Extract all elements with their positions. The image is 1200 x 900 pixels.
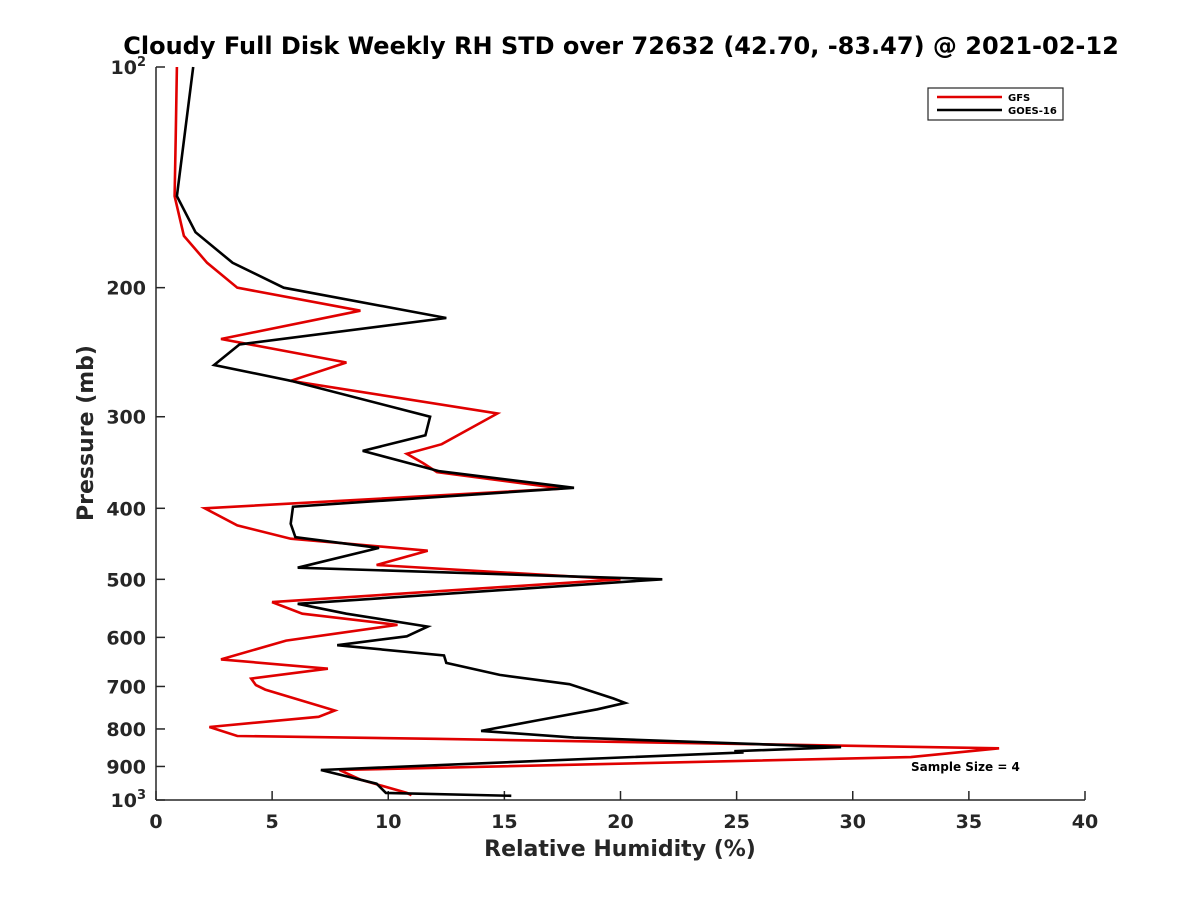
x-tick-label: 0 <box>149 811 162 833</box>
y-axis-label: Pressure (mb) <box>74 345 99 521</box>
legend: GFS GOES-16 <box>927 87 1064 121</box>
sample-size-annotation: Sample Size = 4 <box>911 760 1020 774</box>
legend-label-gfs: GFS <box>1008 93 1030 104</box>
plot-area <box>155 67 1085 801</box>
x-tick-label: 30 <box>840 811 866 833</box>
y-tick-label: 103 <box>111 788 147 812</box>
x-tick-label: 15 <box>491 811 517 833</box>
y-tick-label: 300 <box>106 407 146 429</box>
x-tick-label: 10 <box>375 811 401 833</box>
series-layer <box>173 66 1000 798</box>
series-line-goes16 <box>175 66 842 798</box>
x-axis-label: Relative Humidity (%) <box>484 837 756 862</box>
x-tick-label: 25 <box>723 811 749 833</box>
x-tick-label: 5 <box>266 811 279 833</box>
y-tick-label: 102 <box>111 55 147 79</box>
x-tick-label: 40 <box>1072 811 1098 833</box>
y-tick-label: 600 <box>106 627 146 649</box>
legend-box <box>927 87 1064 121</box>
x-tick-label: 35 <box>956 811 982 833</box>
y-tick-label: 700 <box>106 676 146 698</box>
x-ticks: 0 5 10 15 20 25 30 35 40 <box>149 791 1098 833</box>
y-tick-label: 500 <box>106 569 146 591</box>
y-tick-label: 900 <box>106 756 146 778</box>
series-line-gfs <box>173 66 1000 797</box>
y-tick-label: 400 <box>106 498 146 520</box>
legend-label-goes16: GOES-16 <box>1008 106 1057 117</box>
y-ticks: 102 200 300 400 500 600 700 800 900 103 <box>106 55 165 812</box>
y-tick-label: 200 <box>106 278 146 300</box>
chart-title: Cloudy Full Disk Weekly RH STD over 7263… <box>123 32 1119 60</box>
x-tick-label: 20 <box>607 811 633 833</box>
y-tick-label: 800 <box>106 719 146 741</box>
